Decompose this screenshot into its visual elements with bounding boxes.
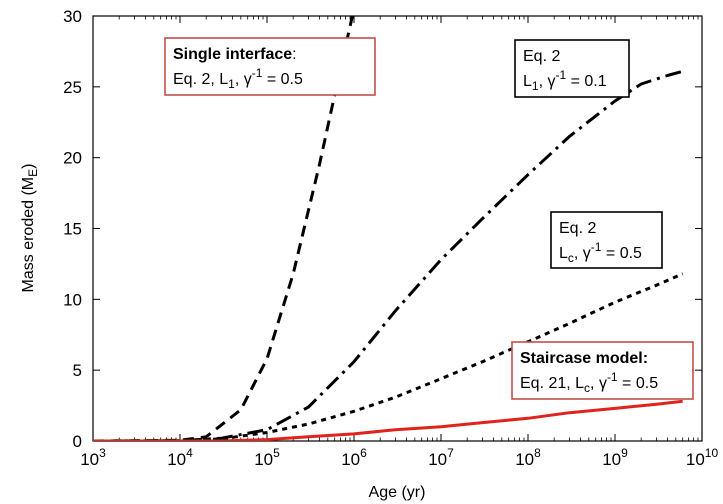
annotation-text: L [559,245,568,262]
annotation-box [164,37,376,96]
x-tick-exp: 5 [273,446,280,460]
annotation-text: , γ [574,245,591,262]
annotation-text: Eq. 2 [559,220,596,237]
annotation-line: Eq. 2 [559,220,596,237]
y-tick-label: 5 [73,361,82,380]
y-axis-title: Mass eroded (ME) [20,164,40,293]
x-tick-base: 10 [602,450,621,469]
annotation-text: Single interface [173,46,292,63]
series-line-dotted [93,272,684,441]
annotation-box [511,341,694,400]
x-tick-label: 103 [80,446,106,469]
annotation-text: Eq. 2 [523,48,560,65]
x-axis-title: Age (yr) [369,484,426,501]
annotation-text: , γ [235,71,252,88]
annotation-line: Lc, γ-1 = 0.5 [559,240,642,265]
annotation-text: -1 [591,240,602,254]
x-tick-base: 10 [254,450,273,469]
x-tick-label: 105 [254,446,280,469]
annotation-text: : [292,46,296,63]
y-axis-title-close: ) [20,164,37,169]
annotation-text: L [523,73,532,90]
annotation-box [514,39,630,98]
y-tick-label: 0 [73,432,82,451]
annotation-single: Single interface: Eq. 2, L1, γ-1 = 0.5 [164,37,376,96]
annotation-text: Staircase model: [520,350,648,367]
annotation-staircase: Staircase model: Eq. 21, Lc, γ-1 = 0.5 [511,341,694,400]
annotation-line: Single interface: [173,46,297,63]
x-tick-label: 1010 [686,446,719,469]
annotation-text: , γ [590,375,607,392]
annotation-text: = 0.1 [566,73,607,90]
y-tick-label: 20 [63,149,82,168]
annotation-text: Eq. 2, L [173,71,228,88]
x-tick-exp: 4 [186,446,193,460]
annotation-box [550,211,663,269]
annotation-text: 1 [228,77,235,91]
x-tick-label: 109 [602,446,628,469]
annotation-text: = 0.5 [262,71,303,88]
series-line-solid [93,399,683,441]
y-tick-label: 25 [63,78,82,97]
annotation-text: c [568,251,574,265]
annotation-text: -1 [555,68,566,82]
y-tick-label: 15 [63,220,82,239]
y-axis-title-sub: E [26,169,40,177]
annotation-eq2-lc: Eq. 2 Lc, γ-1 = 0.5 [550,211,663,269]
y-axis-title-main: Mass eroded (M [20,177,37,293]
annotation-text: = 0.5 [618,375,659,392]
annotation-line: Eq. 2 [523,48,560,65]
x-tick-exp: 9 [621,446,628,460]
annotation-text: = 0.5 [601,245,642,262]
x-tick-base: 10 [515,450,534,469]
x-tick-base: 10 [167,450,186,469]
x-tick-base: 10 [686,450,705,469]
x-tick-exp: 3 [99,446,106,460]
annotation-text: , γ [539,73,556,90]
x-tick-exp: 8 [534,446,541,460]
annotation-line: Eq. 21, Lc, γ-1 = 0.5 [520,370,658,395]
x-tick-label: 104 [167,446,193,469]
annotation-text: -1 [252,66,263,80]
x-tick-exp: 7 [447,446,454,460]
y-tick-label: 30 [63,7,82,26]
x-tick-base: 10 [341,450,360,469]
annotation-line: L1, γ-1 = 0.1 [523,68,607,93]
annotation-text: -1 [607,370,618,384]
x-tick-label: 108 [515,446,541,469]
x-tick-exp: 6 [360,446,367,460]
annotation-text: Eq. 21, L [520,375,584,392]
annotation-eq2-l1: Eq. 2 L1, γ-1 = 0.1 [514,39,630,98]
y-tick-label: 10 [63,290,82,309]
x-tick-base: 10 [80,450,99,469]
annotation-text: 1 [532,79,539,93]
x-tick-label: 106 [341,446,367,469]
x-tick-base: 10 [428,450,447,469]
x-tick-label: 107 [428,446,454,469]
annotation-line: Eq. 2, L1, γ-1 = 0.5 [173,66,303,91]
x-tick-exp: 10 [705,446,719,460]
annotation-line: Staircase model: [520,350,648,367]
annotation-text: c [584,381,590,395]
